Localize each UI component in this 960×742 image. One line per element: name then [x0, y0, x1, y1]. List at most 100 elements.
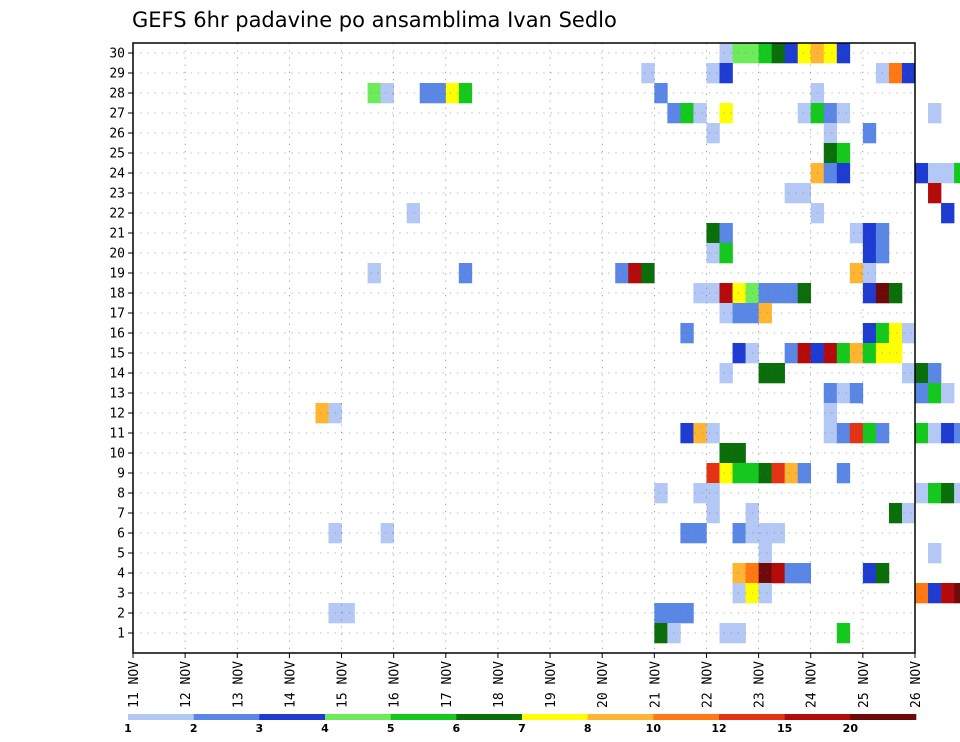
heatmap-cell — [758, 43, 772, 64]
y-tick-label: 5 — [117, 547, 125, 562]
heatmap-cell — [719, 103, 733, 124]
legend-label: 4 — [321, 722, 329, 735]
y-tick-label: 23 — [109, 187, 125, 202]
legend-label: 12 — [711, 722, 726, 735]
heatmap-cell — [654, 623, 668, 644]
plot-frame — [132, 42, 916, 654]
heatmap-cell — [732, 563, 746, 584]
heatmap-cell — [706, 63, 720, 84]
heatmap-cell — [680, 323, 694, 344]
heatmap-cell — [862, 223, 877, 244]
legend-label: 8 — [584, 722, 592, 735]
heatmap-cell — [862, 123, 877, 144]
heatmap-cell — [823, 143, 838, 164]
color-legend: 1 2 3 4 5 6 7 8 10 12 15 20 — [124, 714, 917, 735]
x-tick-label: 12 NOV — [179, 661, 194, 708]
heatmap-cell — [693, 103, 707, 124]
heatmap-cell — [888, 503, 903, 524]
legend-swatch — [784, 714, 851, 720]
legend-label: 7 — [518, 722, 526, 735]
heatmap-cell — [758, 543, 772, 564]
legend-swatch — [390, 714, 457, 720]
y-tick-label: 11 — [109, 427, 125, 442]
heatmap-cell — [836, 423, 851, 444]
heatmap-cell — [706, 283, 720, 304]
heatmap-cell — [732, 463, 746, 484]
legend-label: 15 — [777, 722, 792, 735]
heatmap-cell — [706, 483, 720, 504]
legend-label: 3 — [256, 722, 264, 735]
heatmap-cell — [654, 603, 668, 624]
y-tick-label: 21 — [109, 227, 125, 242]
heatmap-cell — [758, 563, 772, 584]
heatmap-cell — [849, 263, 864, 284]
x-tick-label: 22 NOV — [700, 661, 715, 708]
y-tick-label: 19 — [109, 267, 125, 282]
heatmap-cell — [432, 83, 447, 104]
x-tick-label: 24 NOV — [805, 661, 820, 708]
heatmap-cell — [928, 363, 942, 384]
y-tick-label: 29 — [109, 67, 125, 82]
heatmap-cell — [771, 283, 785, 304]
y-tick-label: 2 — [117, 607, 125, 622]
heatmap-cell — [941, 383, 955, 404]
heatmap-cell — [836, 43, 851, 64]
y-tick-label: 13 — [109, 387, 125, 402]
x-tick-label: 21 NOV — [648, 661, 663, 708]
legend-swatch — [259, 714, 326, 720]
heatmap-cell — [941, 163, 955, 184]
y-tick-label: 15 — [109, 347, 125, 362]
heatmap-cell — [719, 243, 733, 264]
heatmap-cell — [928, 163, 942, 184]
heatmap-cell — [771, 463, 785, 484]
heatmap-cell — [380, 523, 394, 544]
heatmap-cell — [628, 263, 642, 284]
legend-swatch — [325, 714, 391, 720]
y-tick-label: 7 — [117, 507, 125, 522]
heatmap-cell — [615, 263, 629, 284]
heatmap-cell — [315, 403, 329, 424]
heatmap-cell — [797, 103, 812, 124]
heatmap-cell — [771, 563, 785, 584]
x-tick-label: 19 NOV — [544, 661, 559, 708]
x-tick-label: 20 NOV — [596, 661, 611, 708]
heatmap-cell — [732, 583, 746, 604]
y-tick-label: 28 — [109, 87, 125, 102]
heatmap-cell — [419, 83, 434, 104]
heatmap-cell — [693, 523, 707, 544]
heatmap-cell — [458, 83, 473, 104]
heatmap-cell — [719, 223, 733, 244]
heatmap-cell — [941, 583, 955, 604]
legend-swatch — [587, 714, 654, 720]
heatmap-cell — [719, 43, 733, 64]
heatmap-cell — [771, 363, 785, 384]
heatmap-cell — [706, 123, 720, 144]
y-tick-label: 1 — [117, 627, 125, 642]
heatmap-cell — [680, 603, 694, 624]
heatmap-cell — [941, 423, 955, 444]
heatmap-cell — [784, 563, 798, 584]
heatmap-cell — [836, 343, 851, 364]
heatmap-cell — [849, 423, 864, 444]
heatmap-cell — [693, 283, 707, 304]
heatmap-cell — [706, 243, 720, 264]
heatmap-cell — [680, 523, 694, 544]
heatmap-cell — [406, 203, 421, 224]
legend-swatch — [193, 714, 260, 720]
y-tick-label: 3 — [117, 587, 125, 602]
heatmap-cell — [901, 63, 916, 84]
y-tick-label: 9 — [117, 467, 125, 482]
legend-label: 2 — [190, 722, 198, 735]
legend-swatch — [128, 714, 194, 720]
heatmap-cell — [928, 103, 942, 124]
heatmap-cell — [784, 463, 798, 484]
y-tick-label: 14 — [109, 367, 125, 382]
heatmap-cell — [823, 43, 838, 64]
heatmap-cell — [849, 383, 864, 404]
heatmap-cell — [654, 83, 668, 104]
y-tick-label: 17 — [109, 307, 125, 322]
heatmap-cell — [771, 523, 785, 544]
heatmap-cell — [862, 423, 877, 444]
legend-label: 5 — [387, 722, 395, 735]
heatmap-cell — [954, 423, 960, 444]
